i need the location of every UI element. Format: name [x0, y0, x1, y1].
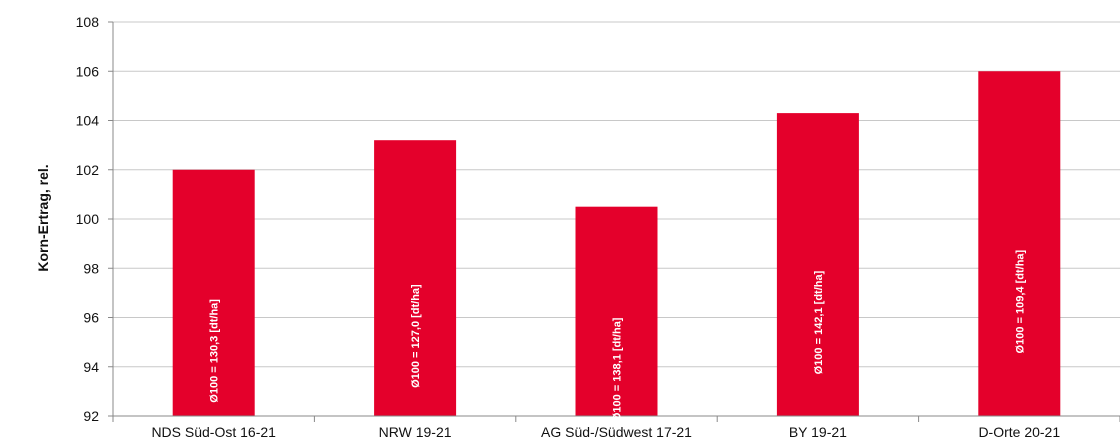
x-tick-labels: NDS Süd-Ost 16-21 NRW 19-21 AG Süd-/Südwes… [151, 424, 1060, 440]
bars [172, 71, 1061, 417]
y-tick-labels: 92 94 96 98 100 102 104 106 108 [76, 14, 100, 424]
axes [108, 21, 1120, 422]
bar-data-label: Ø100 = 138,1 [dt/ha] [612, 317, 624, 421]
x-tick-label: AG Süd-/Südwest 17-21 [541, 424, 692, 440]
bar-data-label: Ø100 = 127,0 [dt/ha] [410, 284, 422, 388]
bar [374, 140, 457, 416]
bar-data-label: Ø100 = 130,3 [dt/ha] [209, 299, 221, 403]
y-tick-label: 104 [76, 113, 100, 129]
y-tick-label: 96 [83, 310, 99, 326]
y-axis-label: Korn-Ertrag, rel. [35, 164, 51, 271]
y-tick-label: 98 [83, 260, 99, 276]
x-tick-label: BY 19-21 [789, 424, 847, 440]
bar-labels: Ø100 = 130,3 [dt/ha] Ø100 = 127,0 [dt/ha]… [209, 249, 1027, 421]
bar [776, 113, 859, 417]
y-tick-label: 92 [83, 408, 99, 424]
y-tick-label: 106 [76, 63, 100, 79]
bar-data-label: Ø100 = 109,4 [dt/ha] [1014, 249, 1026, 353]
bar [575, 206, 658, 416]
y-tick-label: 94 [83, 359, 99, 375]
x-tick-label: NDS Süd-Ost 16-21 [151, 424, 276, 440]
bar [172, 169, 255, 416]
x-tick-label: D-Orte 20-21 [978, 424, 1060, 440]
y-tick-label: 100 [76, 211, 100, 227]
bar-data-label: Ø100 = 142,1 [dt/ha] [813, 270, 825, 374]
y-tick-label: 102 [76, 162, 100, 178]
y-tick-label: 108 [76, 14, 100, 30]
bar [978, 71, 1061, 416]
x-tick-label: NRW 19-21 [379, 424, 452, 440]
